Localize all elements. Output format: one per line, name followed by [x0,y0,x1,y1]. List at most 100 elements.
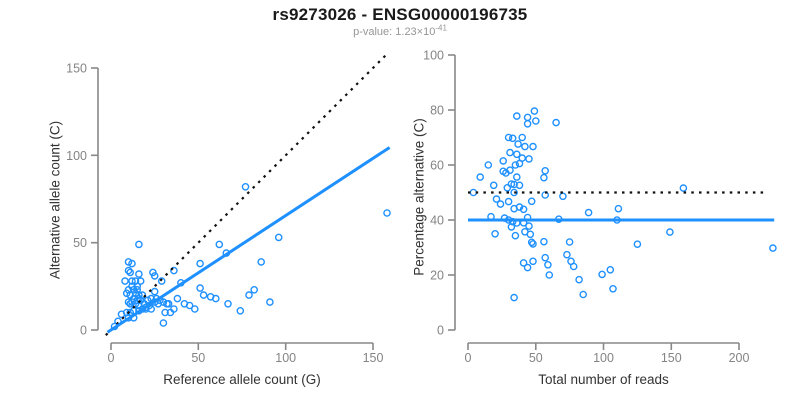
x-tick-label: 50 [529,351,543,365]
data-point [523,113,532,122]
data-point [544,260,552,269]
data-point [117,310,126,319]
data-point [215,240,224,249]
data-point [527,238,536,247]
data-point [163,299,171,308]
data-point [521,142,529,151]
data-point [523,263,532,272]
data-point [236,306,245,315]
data-point [257,258,266,266]
data-point [513,112,521,120]
data-point [161,308,169,317]
data-point [121,277,129,285]
data-point [666,228,674,236]
data-point [173,294,182,303]
x-tick-label: 150 [661,351,682,365]
data-point [579,290,588,299]
data-point [506,148,514,157]
data-point [525,222,533,230]
page-title: rs9273026 - ENSG00000196735 [272,5,528,24]
data-point [185,301,194,310]
data-point [514,140,522,148]
data-point [598,270,606,279]
data-point [609,284,617,293]
data-point [510,188,518,197]
data-point [614,204,623,213]
x-tick-label: 100 [593,351,614,365]
data-point [540,237,548,246]
y-tick-label: 50 [73,236,87,250]
data-point [469,188,478,197]
data-point [126,268,134,277]
x-tick-label: 100 [275,351,296,365]
data-point [563,250,571,259]
y-tick-label: 60 [430,159,444,173]
data-point [159,319,168,327]
data-point [199,291,208,299]
data-point [545,271,554,279]
data-point [507,223,516,231]
data-point [489,181,498,190]
data-point [170,266,178,275]
data-point [150,272,159,280]
data-point [504,197,513,206]
x-tick-label: 150 [363,351,384,365]
data-point [540,173,548,182]
data-point [224,299,232,308]
data-point [559,192,567,201]
data-point [508,134,517,143]
data-point [484,161,493,169]
data-point [128,277,136,285]
data-point [250,285,258,294]
data-point [511,161,520,169]
y-tick-label: 80 [430,104,444,118]
data-point [150,287,159,296]
data-point [266,298,274,306]
data-point [541,253,550,262]
data-point [515,181,524,190]
y-tick-label: 40 [430,214,444,228]
data-point [136,277,145,285]
data-point [541,166,550,175]
data-point [507,180,516,188]
data-point [529,240,537,248]
y-tick-label: 20 [430,269,444,283]
data-point [575,275,583,284]
data-point [476,173,485,181]
data-point [157,277,166,285]
y-tick-label: 0 [437,324,444,338]
data-point [532,117,540,125]
left-plot-x-axis-title: Reference allele count (G) [163,372,321,387]
data-point [527,197,536,206]
pvalue-subtitle: p-value: 1.23×10-41 [0,24,800,38]
pvalue-text: p-value: 1.23×10 [353,26,436,38]
data-point [124,298,133,306]
data-point [274,233,283,242]
x-tick-label: 50 [191,351,205,365]
data-point [565,238,574,246]
left-plot-y-axis-title: Alternative allele count (C) [47,120,63,280]
data-point [510,293,518,302]
x-tick-label: 0 [108,351,115,365]
data-point [511,231,520,240]
data-point [519,259,528,267]
data-point [515,159,524,168]
data-point [519,205,528,214]
data-point [245,291,253,299]
data-point [241,182,250,191]
data-point [196,259,204,268]
y-tick-label: 100 [66,149,87,163]
y-tick-label: 0 [80,324,87,338]
right-plot-y-axis-title: Percentage alternative (C) [411,118,427,276]
data-point [529,257,537,266]
data-point [124,266,133,275]
x-tick-label: 0 [465,351,472,365]
data-point [196,284,204,292]
data-point [135,240,143,249]
data-point [496,200,505,208]
data-point [147,305,155,313]
data-point [504,133,513,142]
data-point [518,133,527,142]
data-point [491,229,499,238]
